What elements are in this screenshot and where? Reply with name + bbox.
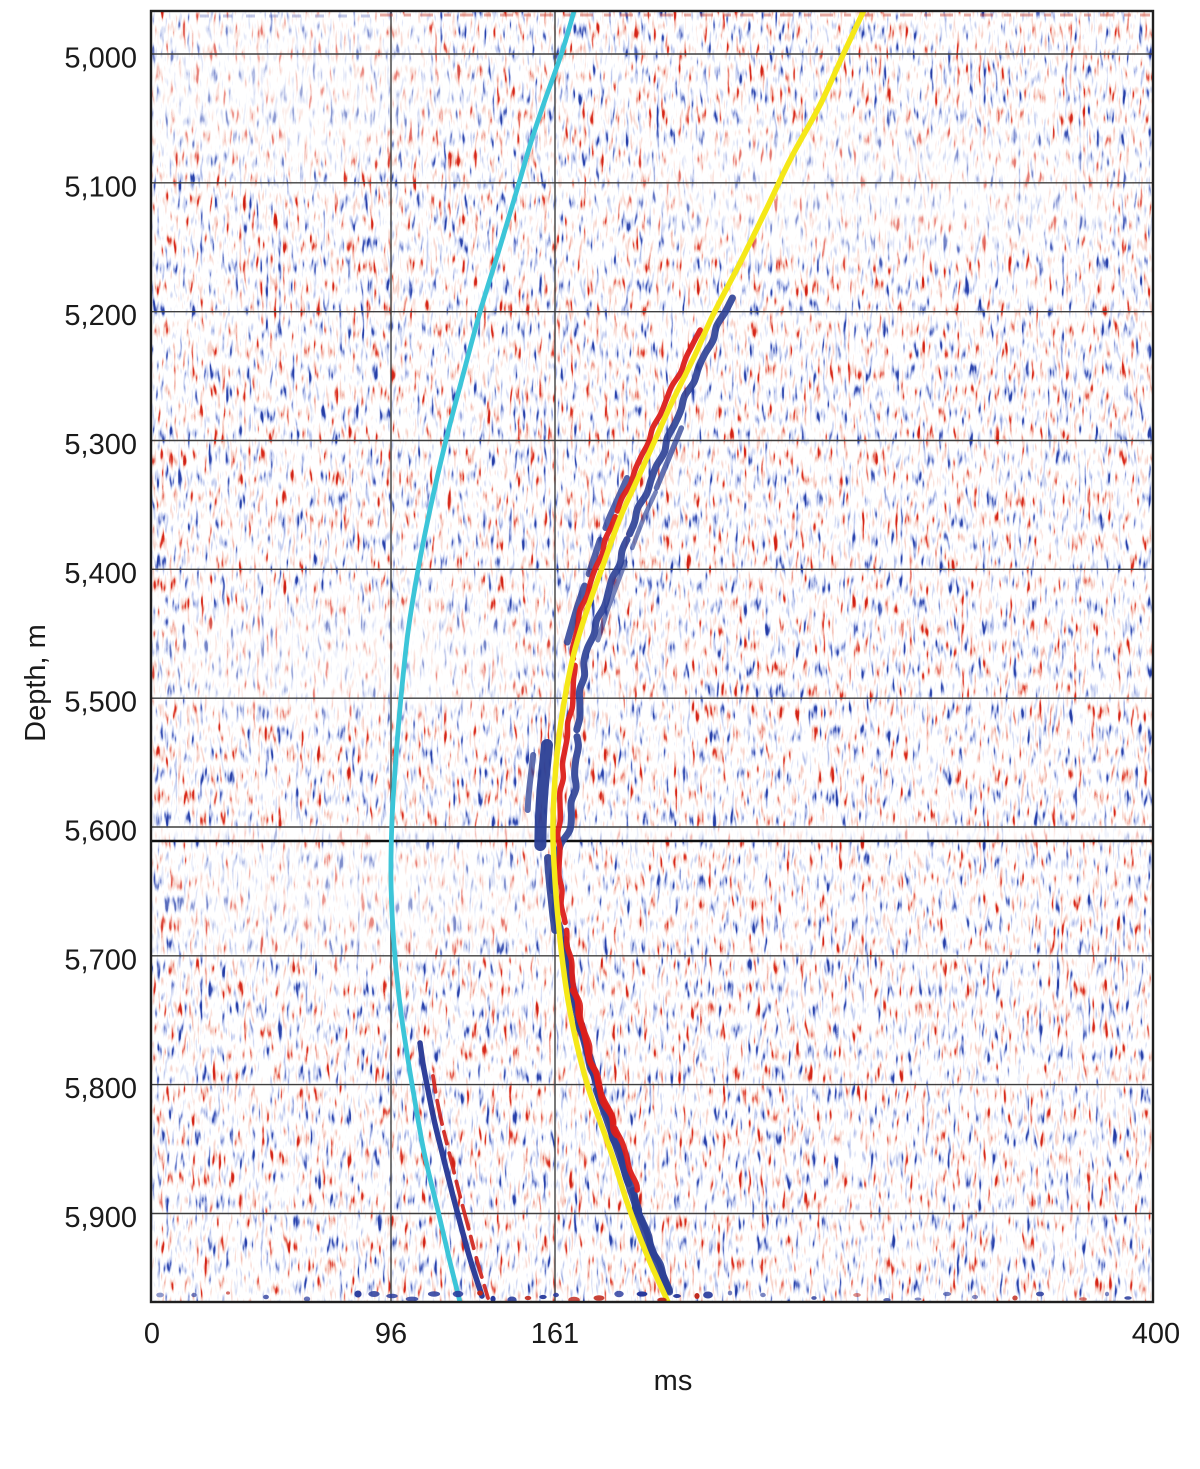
svg-text:161: 161 — [531, 1318, 579, 1350]
svg-text:5,000: 5,000 — [64, 43, 137, 75]
svg-text:5,200: 5,200 — [64, 300, 137, 332]
svg-text:5,800: 5,800 — [64, 1073, 137, 1105]
svg-text:5,600: 5,600 — [64, 816, 137, 848]
svg-text:ms: ms — [654, 1365, 693, 1397]
svg-text:5,500: 5,500 — [64, 687, 137, 719]
svg-text:0: 0 — [144, 1318, 160, 1350]
svg-text:5,100: 5,100 — [64, 171, 137, 203]
svg-text:5,400: 5,400 — [64, 558, 137, 590]
svg-text:96: 96 — [375, 1318, 407, 1350]
svg-text:5,700: 5,700 — [64, 944, 137, 976]
svg-text:400: 400 — [1132, 1318, 1180, 1350]
svg-text:5,900: 5,900 — [64, 1202, 137, 1234]
svg-text:5,300: 5,300 — [64, 429, 137, 461]
svg-text:Depth, m: Depth, m — [20, 624, 52, 742]
